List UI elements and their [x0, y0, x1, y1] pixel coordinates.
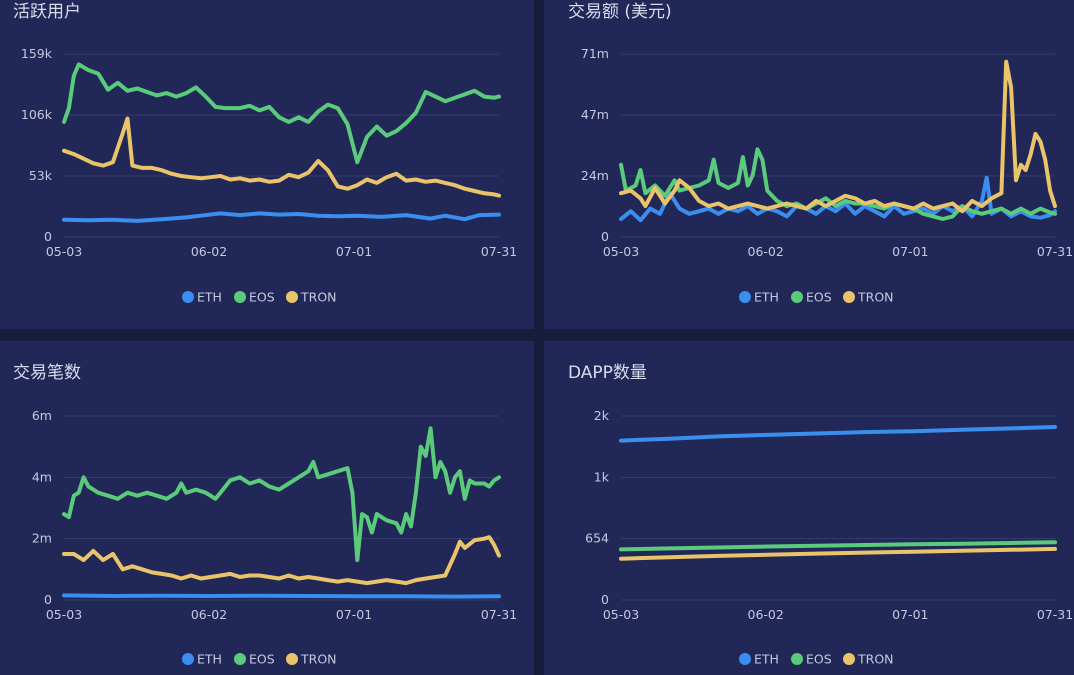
line-chart: 0 24m 47m 71m 05-03 06-02 07-01 07-31 ETH EOS TRON — [581, 46, 1073, 305]
legend-item-eos[interactable]: EOS — [234, 652, 275, 667]
x-tick-label: 07-01 — [336, 244, 372, 259]
x-tick-label: 06-02 — [191, 244, 227, 259]
x-tick-label: 05-03 — [46, 607, 82, 622]
y-tick-label: 53k — [29, 168, 53, 183]
legend-marker — [286, 653, 298, 665]
legend-marker — [739, 291, 751, 303]
legend-marker — [791, 291, 803, 303]
legend-item-tron[interactable]: TRON — [286, 652, 337, 667]
y-tick-label: 0 — [44, 592, 52, 607]
x-tick-label: 05-03 — [603, 244, 639, 259]
series-line-eth — [619, 175, 1057, 223]
x-tick-label: 07-01 — [892, 244, 928, 259]
legend-label: ETH — [197, 290, 222, 305]
legend-marker — [234, 291, 246, 303]
line-chart: 0 2m 4m 6m 05-03 06-02 07-01 07-31 ETH EOS TRON — [32, 408, 517, 667]
legend-marker — [791, 653, 803, 665]
series-line-eth — [62, 211, 501, 223]
legend-label: ETH — [754, 290, 779, 305]
legend-item-eos[interactable]: EOS — [791, 652, 832, 667]
x-tick-label: 07-31 — [481, 607, 517, 622]
y-tick-label: 47m — [581, 107, 609, 122]
line-chart: 0 53k 106k 159k 05-03 06-02 07-01 07-31 ETH EOS TR… — [21, 46, 517, 305]
legend-label: ETH — [754, 652, 779, 667]
series-line-eos — [62, 62, 501, 165]
y-tick-label: 106k — [21, 107, 53, 122]
x-tick-label: 07-31 — [1037, 244, 1073, 259]
legend-marker — [182, 291, 194, 303]
legend-marker — [843, 653, 855, 665]
y-tick-label: 159k — [21, 46, 53, 61]
legend-label: TRON — [300, 652, 337, 667]
series-line-tron — [62, 535, 501, 586]
legend-item-tron[interactable]: TRON — [286, 290, 337, 305]
chart-panel-transaction-count: 交易笔数 0 2m 4m 6m 05-03 06-02 07-01 07-31 ETH EOS TR… — [0, 341, 534, 675]
legend-item-tron[interactable]: TRON — [843, 652, 894, 667]
chart-title: DAPP数量 — [568, 363, 647, 383]
y-tick-label: 4m — [32, 469, 52, 484]
legend-label: TRON — [857, 652, 894, 667]
legend-label: ETH — [197, 652, 222, 667]
legend-item-eth[interactable]: ETH — [182, 290, 222, 305]
legend-item-eos[interactable]: EOS — [791, 290, 832, 305]
legend-label: TRON — [300, 290, 337, 305]
legend-label: EOS — [249, 652, 275, 667]
y-tick-label: 2k — [594, 408, 610, 423]
y-tick-label: 2m — [32, 531, 52, 546]
x-tick-label: 07-31 — [1037, 607, 1073, 622]
legend-item-eth[interactable]: ETH — [739, 290, 779, 305]
chart-title: 交易笔数 — [13, 363, 81, 383]
series-line-tron — [619, 59, 1057, 214]
legend-item-eth[interactable]: ETH — [739, 652, 779, 667]
x-tick-label: 06-02 — [191, 607, 227, 622]
y-tick-label: 71m — [581, 46, 609, 61]
series-line-eth — [619, 425, 1057, 443]
x-tick-label: 05-03 — [603, 607, 639, 622]
y-tick-label: 0 — [601, 592, 609, 607]
y-tick-label: 0 — [44, 229, 52, 244]
series-line-eos — [62, 426, 501, 563]
chart-title: 活跃用户 — [13, 2, 81, 22]
y-tick-label: 1k — [594, 469, 610, 484]
y-tick-label: 0 — [601, 229, 609, 244]
legend-item-eth[interactable]: ETH — [182, 652, 222, 667]
series-line-tron — [62, 116, 501, 198]
x-tick-label: 07-01 — [892, 607, 928, 622]
y-tick-label: 654 — [585, 531, 609, 546]
legend-label: EOS — [249, 290, 275, 305]
series-line-eos — [619, 540, 1057, 552]
legend-marker — [182, 653, 194, 665]
legend-marker — [739, 653, 751, 665]
x-tick-label: 07-31 — [481, 244, 517, 259]
chart-title: 交易额 (美元) — [568, 2, 672, 22]
x-tick-label: 07-01 — [336, 607, 372, 622]
legend-marker — [234, 653, 246, 665]
chart-panel-dapp-count: DAPP数量 0 654 1k 2k 05-03 06-02 07-01 07-31 ETH EO… — [544, 341, 1074, 675]
chart-panel-transaction-volume: 交易额 (美元) 0 24m 47m 71m 05-03 06-02 07-01 07-31 E… — [544, 0, 1074, 329]
x-tick-label: 05-03 — [46, 244, 82, 259]
legend-item-tron[interactable]: TRON — [843, 290, 894, 305]
chart-panel-active-users: 活跃用户 0 53k 106k 159k 05-03 06-02 07-01 07-31 ETH… — [0, 0, 534, 329]
legend-item-eos[interactable]: EOS — [234, 290, 275, 305]
legend-marker — [843, 291, 855, 303]
y-tick-label: 6m — [32, 408, 52, 423]
x-tick-label: 06-02 — [748, 244, 784, 259]
legend-label: TRON — [857, 290, 894, 305]
x-tick-label: 06-02 — [748, 607, 784, 622]
legend-label: EOS — [806, 652, 832, 667]
legend-label: EOS — [806, 290, 832, 305]
legend-marker — [286, 291, 298, 303]
y-tick-label: 24m — [581, 168, 609, 183]
series-line-tron — [619, 546, 1057, 561]
line-chart: 0 654 1k 2k 05-03 06-02 07-01 07-31 ETH EOS TRON — [585, 408, 1073, 667]
series-line-eth — [62, 593, 501, 599]
